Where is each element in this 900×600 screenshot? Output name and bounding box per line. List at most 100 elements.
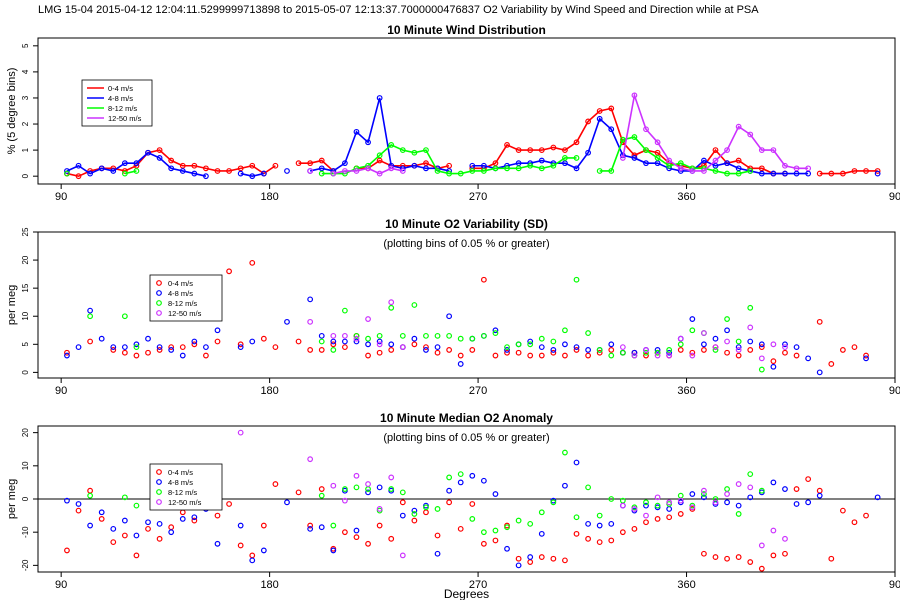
data-point <box>249 552 256 559</box>
data-point <box>249 173 256 180</box>
data-point <box>249 162 256 169</box>
data-point <box>330 341 337 348</box>
data-point <box>353 484 360 491</box>
data-point <box>724 499 730 506</box>
data-point <box>805 170 812 177</box>
data-point <box>643 512 649 519</box>
data-point <box>411 517 418 524</box>
data-point <box>75 507 82 514</box>
data-point <box>492 537 499 544</box>
data-point <box>550 349 557 356</box>
data-point <box>399 147 406 154</box>
series-2 <box>64 134 754 177</box>
data-point <box>214 168 221 174</box>
data-point <box>237 542 244 549</box>
y-tick-label: 20 <box>21 255 30 264</box>
data-point <box>735 347 742 353</box>
series-1 <box>64 95 881 180</box>
data-point <box>619 155 626 161</box>
data-point <box>793 344 800 351</box>
data-point <box>341 529 348 536</box>
data-point <box>388 474 395 481</box>
legend-label: 8-12 m/s <box>168 488 197 497</box>
data-point <box>214 327 221 334</box>
data-point <box>793 170 800 177</box>
data-point <box>307 296 314 303</box>
data-point <box>480 540 487 547</box>
data-point <box>399 489 406 496</box>
data-point <box>712 347 719 353</box>
data-point <box>770 147 777 154</box>
data-point <box>145 149 151 156</box>
data-point <box>376 157 383 164</box>
data-point <box>145 519 151 526</box>
data-point <box>874 168 881 174</box>
data-point <box>341 160 348 167</box>
data-point <box>504 344 510 351</box>
data-point <box>365 540 371 547</box>
data-point <box>98 509 105 516</box>
data-point <box>376 332 383 339</box>
series-3 <box>237 429 788 559</box>
data-point <box>457 471 464 478</box>
data-point <box>666 157 673 164</box>
data-point <box>643 147 649 154</box>
data-point <box>782 349 788 356</box>
data-point <box>712 157 719 164</box>
data-point <box>573 514 580 521</box>
data-point <box>121 517 128 524</box>
x-tick-label: 180 <box>260 191 278 203</box>
data-point <box>423 160 429 167</box>
data-point <box>156 535 163 542</box>
data-point <box>701 330 707 336</box>
data-point <box>226 268 232 275</box>
data-point <box>770 170 777 177</box>
data-point <box>110 344 117 351</box>
legend-label: 8-12 m/s <box>108 104 137 113</box>
data-point <box>341 332 348 339</box>
data-point <box>307 522 314 529</box>
data-point <box>770 341 777 348</box>
data-point <box>353 338 360 345</box>
data-point <box>654 155 661 161</box>
data-point <box>585 330 592 336</box>
data-point <box>168 165 175 172</box>
data-point <box>87 338 94 345</box>
x-tick-label: 90 <box>55 385 67 397</box>
data-point <box>758 341 765 348</box>
data-point <box>469 516 476 522</box>
data-point <box>388 141 395 148</box>
data-point <box>318 332 325 339</box>
data-point <box>330 170 337 177</box>
data-point <box>318 492 325 499</box>
data-point <box>782 162 788 169</box>
legend-marker <box>156 469 162 475</box>
data-point <box>816 170 823 177</box>
data-point <box>596 347 603 353</box>
data-point <box>376 95 383 101</box>
data-point <box>446 474 453 481</box>
data-point <box>712 168 719 174</box>
chart-panel-0: 10 Minute Wind Distribution 90 180 270 360 90… <box>6 23 900 203</box>
chart-panel-2: 10 Minute Median O2 Anomaly (plotting bin… <box>6 411 900 600</box>
data-point <box>330 547 337 554</box>
data-point <box>492 491 499 497</box>
data-point <box>480 529 487 536</box>
y-axis-label: per meg <box>6 285 18 325</box>
data-point <box>191 514 198 521</box>
data-point <box>654 349 661 356</box>
data-point <box>179 344 186 351</box>
data-point <box>191 338 198 345</box>
data-point <box>573 530 580 537</box>
data-point <box>214 540 221 547</box>
data-point <box>388 299 395 306</box>
data-point <box>156 147 163 154</box>
data-point <box>214 338 221 345</box>
legend-label: 12-50 m/s <box>168 309 202 318</box>
data-point <box>631 349 638 356</box>
legend: 0-4 m/s4-8 m/s8-12 m/s12-50 m/s <box>149 463 223 511</box>
data-point <box>585 149 592 156</box>
data-point <box>376 522 383 529</box>
data-point <box>110 168 117 174</box>
series-line <box>472 107 785 175</box>
